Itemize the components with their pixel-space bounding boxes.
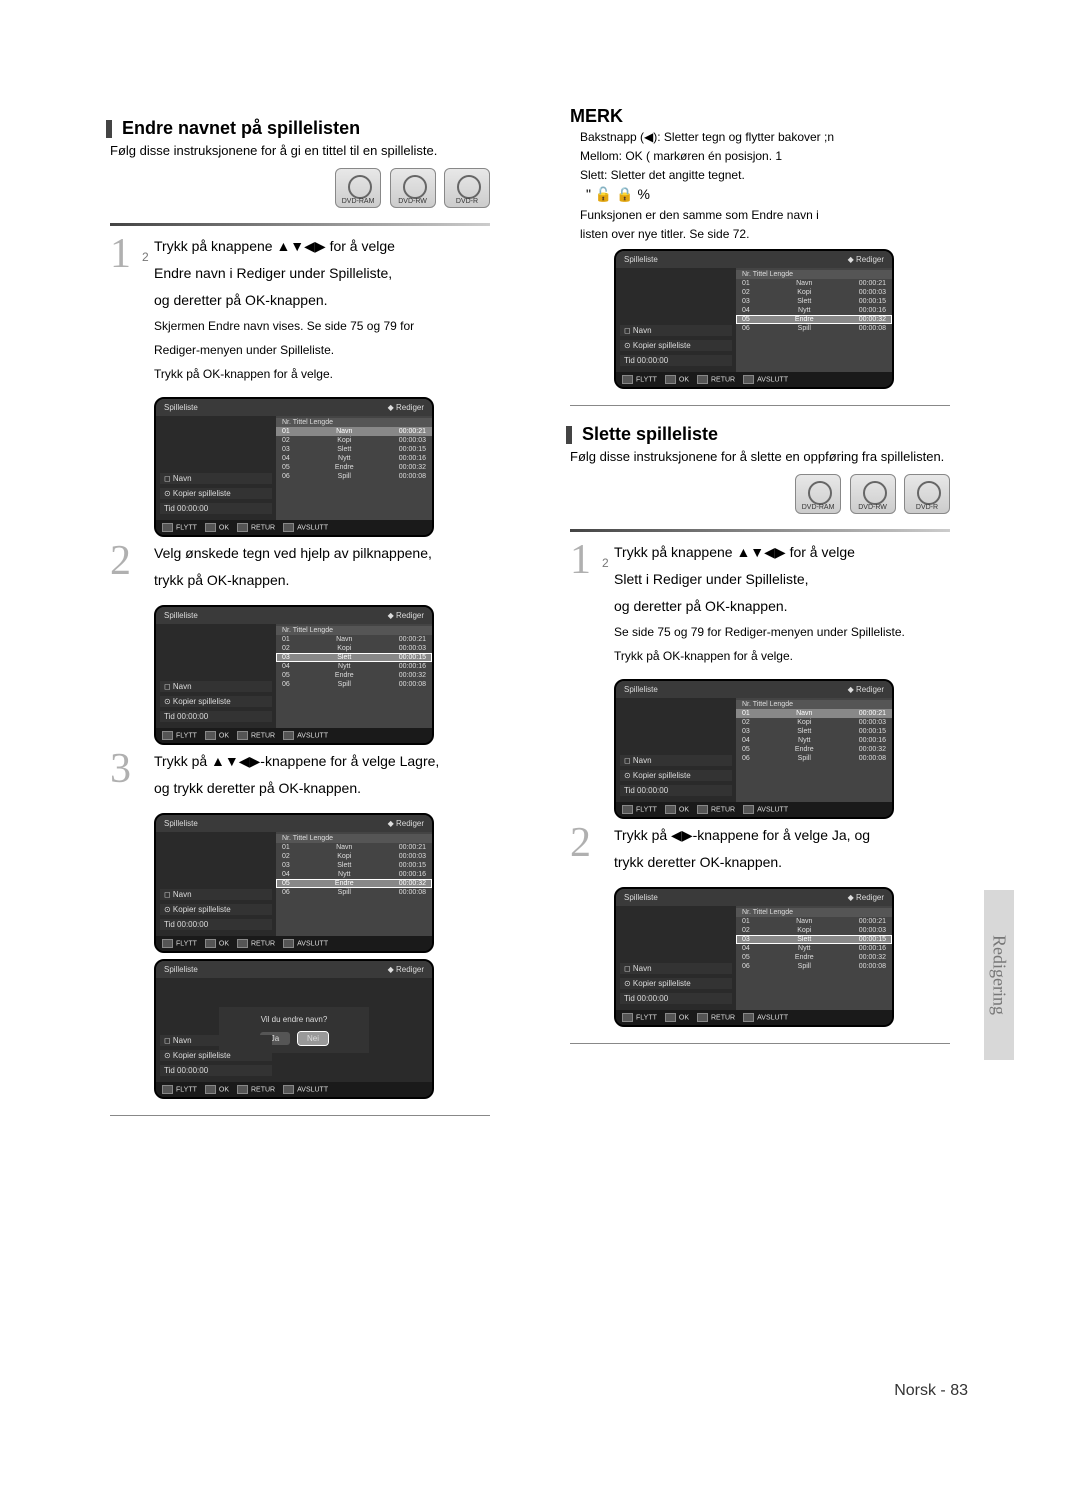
- side-tab: Redigering: [984, 890, 1014, 1060]
- left-column: Endre navnet på spillelisten Følg disse …: [110, 100, 490, 1132]
- step-1-r: 1 2 Trykk på knappene ▲▼◀▶ for å velge S…: [570, 542, 950, 665]
- menu-screenshot: Spilleliste◆ Rediger ◻ Navn ⊙ Kopier spi…: [154, 813, 434, 953]
- divider: [570, 1043, 950, 1044]
- divider: [570, 405, 950, 406]
- step-3: 3 Trykk på ▲▼◀▶-knappene for å velge Lag…: [110, 751, 490, 799]
- divider: [110, 1115, 490, 1116]
- menu-screenshot-confirm: Spilleliste◆ Rediger ◻ Navn ⊙ Kopier spi…: [154, 959, 434, 1099]
- page-number: Norsk - 83: [894, 1382, 968, 1400]
- disc-icon: DVD-RAM: [795, 474, 841, 514]
- disc-icon: DVD-RW: [850, 474, 896, 514]
- disc-icon: DVD-RW: [390, 168, 436, 208]
- disc-row: DVD-RAM DVD-RW DVD-R: [570, 474, 950, 519]
- gradient-rule: [110, 223, 490, 226]
- step-1: 1 2 Trykk på knappene ▲▼◀▶ for å velge E…: [110, 236, 490, 383]
- menu-screenshot: Spilleliste◆ Rediger ◻ Navn ⊙ Kopier spi…: [154, 397, 434, 537]
- section-title-delete: Slette spilleliste: [582, 424, 950, 445]
- step-2: 2 Velg ønskede tegn ved hjelp av pilknap…: [110, 543, 490, 591]
- right-column: MERK Bakstnapp (◀): Sletter tegn og flyt…: [570, 100, 950, 1060]
- disc-icon: DVD-RAM: [335, 168, 381, 208]
- note-block: MERK Bakstnapp (◀): Sletter tegn og flyt…: [570, 106, 950, 243]
- section-subtitle: Følg disse instruksjonene for å gi en ti…: [110, 143, 490, 158]
- confirm-text: Vil du endre navn?: [225, 1015, 363, 1024]
- disc-row: DVD-RAM DVD-RW DVD-R: [110, 168, 490, 213]
- disc-icon: DVD-R: [444, 168, 490, 208]
- section-title-rename: Endre navnet på spillelisten: [122, 118, 490, 139]
- section-subtitle: Følg disse instruksjonene for å slette e…: [570, 449, 950, 464]
- menu-screenshot: Spilleliste◆ Rediger ◻ Navn ⊙ Kopier spi…: [614, 679, 894, 819]
- disc-icon: DVD-R: [904, 474, 950, 514]
- lock-icon: " 🔓 🔒 %: [586, 185, 650, 205]
- menu-screenshot: Spilleliste◆ Rediger ◻ Navn ⊙ Kopier spi…: [614, 249, 894, 389]
- step-2-r: 2 Trykk på ◀▶-knappene for å velge Ja, o…: [570, 825, 950, 873]
- no-button[interactable]: Nei: [298, 1032, 328, 1045]
- gradient-rule: [570, 529, 950, 532]
- menu-screenshot: Spilleliste◆ Rediger ◻ Navn ⊙ Kopier spi…: [154, 605, 434, 745]
- menu-screenshot: Spilleliste◆ Rediger ◻ Navn ⊙ Kopier spi…: [614, 887, 894, 1027]
